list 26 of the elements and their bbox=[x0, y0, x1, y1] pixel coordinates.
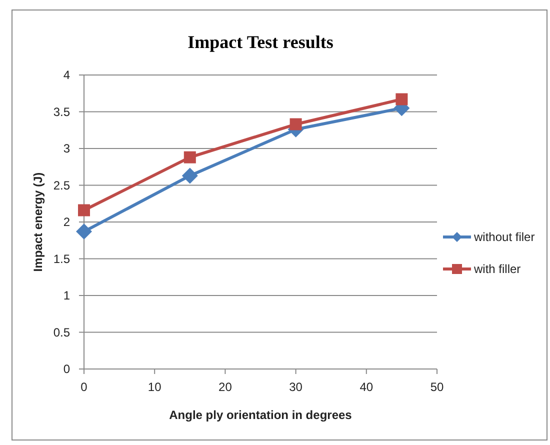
point bbox=[396, 93, 408, 106]
point bbox=[290, 118, 302, 130]
y-tick-label: 3.5 bbox=[53, 104, 70, 119]
y-tick-label: 2 bbox=[63, 215, 70, 230]
x-tick-label: 10 bbox=[148, 380, 162, 394]
y-tick-label: 4 bbox=[63, 68, 70, 82]
legend-label: with filler bbox=[473, 262, 521, 276]
y-tick-label: 0.5 bbox=[53, 325, 70, 340]
y-tick-label: 1.5 bbox=[53, 252, 70, 266]
x-tick-label: 30 bbox=[289, 380, 303, 394]
y-tick-label: 3 bbox=[63, 142, 70, 156]
y-axis-title: Impact energy (J) bbox=[31, 172, 45, 272]
point bbox=[184, 151, 196, 164]
legend-label: without filer bbox=[473, 230, 535, 244]
point bbox=[76, 224, 92, 240]
x-axis-title: Angle ply orientation in degrees bbox=[169, 408, 352, 422]
point bbox=[78, 204, 90, 216]
x-tick-label: 40 bbox=[360, 380, 374, 394]
x-tick-label: 20 bbox=[218, 380, 232, 394]
x-tick-label: 0 bbox=[80, 380, 88, 394]
y-tick-label: 1 bbox=[63, 288, 70, 303]
y-tick-label: 2.5 bbox=[53, 178, 70, 192]
y-tick-label: 0 bbox=[63, 362, 70, 376]
chart-title: Impact Test results bbox=[188, 32, 334, 52]
x-tick-label: 50 bbox=[430, 380, 444, 394]
point bbox=[182, 168, 198, 184]
